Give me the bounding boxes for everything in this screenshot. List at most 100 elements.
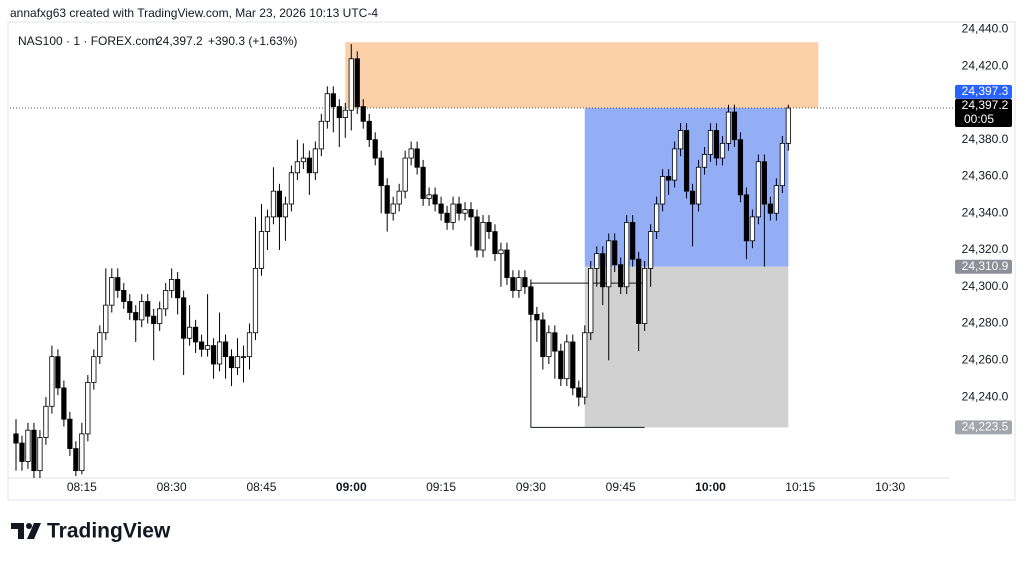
candle-body xyxy=(67,418,73,449)
candle-body xyxy=(216,341,223,365)
y-tick-label: 24,300.0 xyxy=(962,279,1009,293)
y-tick-label: 24,360.0 xyxy=(962,169,1009,183)
candle-body xyxy=(618,264,624,288)
candle-body xyxy=(31,429,37,472)
candle-body xyxy=(360,106,366,122)
candle-body xyxy=(378,157,384,187)
candle-body xyxy=(336,106,342,119)
candle-body xyxy=(713,130,720,159)
candle-body xyxy=(145,301,151,317)
x-tick-label: 09:30 xyxy=(516,480,546,494)
candle-body xyxy=(462,209,468,214)
candle-body xyxy=(444,212,450,223)
candle-body xyxy=(540,319,546,358)
candle-body xyxy=(576,387,582,398)
candle-body xyxy=(127,301,133,313)
candle-body xyxy=(157,308,163,324)
candle-body xyxy=(79,433,85,472)
candle-body xyxy=(139,301,145,321)
candle-body xyxy=(133,312,139,321)
candle-body xyxy=(408,148,414,159)
candle-body xyxy=(73,448,79,472)
candle-body xyxy=(103,304,109,334)
candle-body xyxy=(252,267,259,334)
x-tick-label: 10:15 xyxy=(785,480,815,494)
candle-body xyxy=(193,326,199,343)
candle-body xyxy=(366,120,372,141)
candle-body xyxy=(737,139,744,196)
price-label: 24,397.2 xyxy=(962,98,1009,112)
candle-body xyxy=(534,313,540,321)
candle-body xyxy=(97,332,103,358)
y-tick-label: 24,440.0 xyxy=(962,22,1009,36)
candle-body xyxy=(276,190,283,218)
candle-body xyxy=(695,166,702,205)
candle-body xyxy=(175,279,181,299)
candle-body xyxy=(779,142,785,187)
logo xyxy=(11,523,41,539)
candle-body xyxy=(121,290,127,302)
candle-body xyxy=(264,216,271,233)
candle-body xyxy=(486,222,492,233)
candle-body xyxy=(689,190,696,205)
candle-body xyxy=(181,297,187,339)
candle-body xyxy=(450,203,456,223)
candle-body xyxy=(432,194,438,205)
x-tick-label: 09:15 xyxy=(426,480,456,494)
candle-body xyxy=(642,267,648,324)
y-tick-label: 24,320.0 xyxy=(962,242,1009,256)
candle-body xyxy=(318,120,324,150)
y-tick-label: 24,240.0 xyxy=(962,389,1009,403)
candle-body xyxy=(300,157,306,163)
candle-body xyxy=(426,194,432,199)
candle-body xyxy=(384,185,390,214)
candle-body xyxy=(474,216,480,251)
candle-body xyxy=(294,161,300,174)
candle-body xyxy=(115,277,121,291)
candle-body xyxy=(348,58,354,111)
candle-body xyxy=(354,58,360,107)
candle-body xyxy=(420,166,426,199)
candle-body xyxy=(719,142,726,159)
candle-body xyxy=(390,203,396,214)
candle-body xyxy=(492,231,498,255)
candle-body xyxy=(606,240,612,288)
candle-body xyxy=(91,356,97,383)
candle-body xyxy=(749,216,756,242)
y-tick-label: 24,340.0 xyxy=(962,205,1009,219)
candle-body xyxy=(582,332,588,398)
candle-body xyxy=(522,277,528,288)
candle-body xyxy=(630,222,636,260)
y-tick-label: 24,280.0 xyxy=(962,316,1009,330)
candle-body xyxy=(755,161,762,218)
candle-body xyxy=(55,356,61,389)
x-tick-label: 10:00 xyxy=(695,480,726,494)
x-tick-label: 08:30 xyxy=(157,480,187,494)
candle-body xyxy=(731,111,738,141)
candle-body xyxy=(546,332,552,358)
candle-body xyxy=(234,356,241,369)
position-zone xyxy=(345,42,819,108)
range-box xyxy=(530,282,645,428)
candle-body xyxy=(342,109,348,119)
candle-body xyxy=(312,148,318,174)
candle-body xyxy=(330,93,336,107)
candle-body xyxy=(456,203,462,214)
candle-body xyxy=(648,231,654,269)
candle-body xyxy=(372,139,378,159)
candle-body xyxy=(414,148,420,168)
candle-body xyxy=(612,240,618,266)
candle-body xyxy=(198,341,205,350)
candle-body xyxy=(109,277,115,306)
candle-body xyxy=(677,130,684,150)
candle-body xyxy=(725,111,732,144)
candle-body xyxy=(510,277,516,291)
price-label-bg xyxy=(955,84,1012,99)
candle-body xyxy=(707,130,714,155)
candle-body xyxy=(228,356,235,369)
y-tick-label: 24,260.0 xyxy=(962,352,1009,366)
candle-body xyxy=(306,157,312,174)
candle-body xyxy=(288,172,295,205)
position-zone xyxy=(584,266,789,428)
candle-body xyxy=(504,249,510,278)
